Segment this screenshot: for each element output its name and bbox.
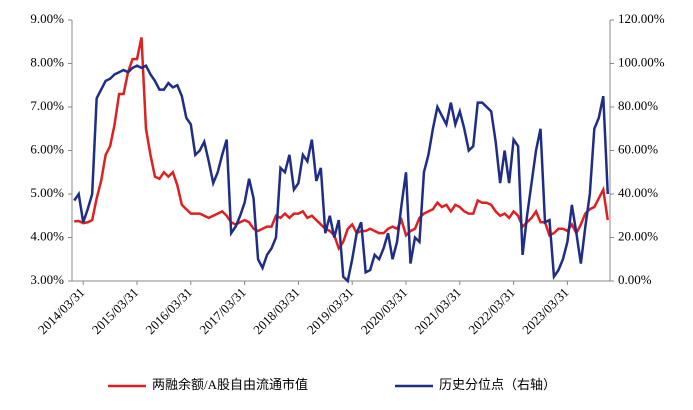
y-tick-label: 9.00%	[30, 11, 64, 26]
x-tick-label: 2022/03/31	[465, 285, 517, 337]
y2-tick-label: 0.00%	[618, 272, 652, 287]
x-tick-label: 2019/03/31	[304, 285, 356, 337]
y2-tick-label: 100.00%	[618, 54, 665, 69]
y-tick-label: 5.00%	[30, 185, 64, 200]
y2-tick-label: 40.00%	[618, 185, 658, 200]
legend-label: 两融余额/A股自由流通市值	[152, 377, 308, 392]
y-tick-label: 8.00%	[30, 54, 64, 69]
x-tick-label: 2014/03/31	[35, 285, 87, 337]
y-tick-label: 3.00%	[30, 272, 64, 287]
x-tick-label: 2020/03/31	[358, 285, 410, 337]
x-tick-label: 2015/03/31	[89, 285, 141, 337]
x-tick-label: 2021/03/31	[412, 285, 464, 337]
x-tick-label: 2023/03/31	[519, 285, 571, 337]
legend-label: 历史分位点（右轴）	[439, 377, 556, 392]
x-tick-label: 2018/03/31	[250, 285, 302, 337]
x-tick-label: 2016/03/31	[143, 285, 195, 337]
series-line	[73, 64, 610, 284]
y-tick-label: 4.00%	[30, 228, 64, 243]
y2-tick-label: 120.00%	[618, 11, 665, 26]
y-tick-label: 7.00%	[30, 98, 64, 113]
y2-tick-label: 60.00%	[618, 141, 658, 156]
y-tick-label: 6.00%	[30, 141, 64, 156]
y2-tick-label: 80.00%	[618, 98, 658, 113]
x-tick-label: 2017/03/31	[196, 285, 248, 337]
y2-tick-label: 20.00%	[618, 228, 658, 243]
